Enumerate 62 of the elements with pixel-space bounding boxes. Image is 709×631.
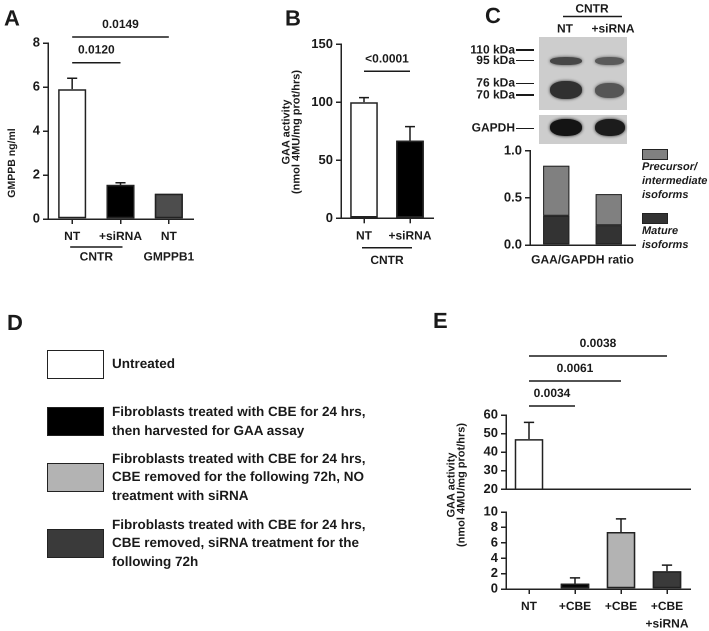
- y-tick-label: 150: [311, 36, 333, 51]
- text: GMPPB1: [143, 249, 194, 264]
- annotation: 0.0120: [78, 42, 116, 57]
- text: 0.0149: [102, 17, 140, 31]
- y-tick-label: 30: [484, 462, 498, 478]
- chart-title: C: [485, 3, 501, 28]
- chart-title: B: [285, 6, 301, 30]
- y-axis-title: GMPPB ng/ml: [6, 128, 18, 198]
- x-tick-label: +CBE: [604, 599, 638, 614]
- text: NT: [557, 21, 574, 36]
- chart-title: A: [4, 6, 20, 30]
- y-tick-label: 60: [484, 406, 498, 422]
- legend-label: Mature isoforms: [642, 224, 690, 252]
- annotation: <0.0001: [365, 51, 410, 66]
- y-tick-label: 20: [484, 480, 498, 496]
- y-tick-label: 8: [32, 34, 40, 50]
- y-tick-label: 8: [490, 518, 498, 534]
- text: GAPDH: [472, 120, 515, 135]
- x-tick-label: +CBE +siRNA: [645, 599, 689, 630]
- x-tick-label: +CBE: [558, 599, 592, 614]
- x-tick-label: +siRNA: [388, 228, 432, 242]
- y-axis-title: GAA activity (nmol 4MU/mg prot/hrs): [280, 70, 303, 194]
- y-tick-label: 0: [490, 580, 498, 596]
- text: +siRNA: [591, 21, 635, 36]
- y-tick-label: 2: [32, 166, 40, 182]
- y-tick-label: 40: [484, 444, 498, 459]
- text: D: [7, 310, 23, 334]
- text: Fibroblasts treated with CBE for 24 hrs, CBE removed, siRNA treatment for the following 72h: [112, 516, 367, 571]
- text: 0.0038: [580, 336, 617, 350]
- y-tick-label: 0.5: [504, 189, 522, 204]
- y-tick-label: 100: [311, 94, 333, 109]
- text: 0.0034: [534, 386, 571, 400]
- x-tick-label: +siRNA: [98, 229, 142, 244]
- text: Fibroblasts treated with CBE for 24 hrs, CBE removed for the following 72h, NO treatment with siRNA: [112, 450, 367, 505]
- y-tick-label: 50: [484, 425, 498, 440]
- text: 0.0061: [556, 361, 594, 375]
- text: 76 kDa: [476, 76, 516, 90]
- y-axis-title: GAA activity (nmol 4MU/mg prot/hrs): [446, 422, 468, 548]
- y-tick-label: 6: [32, 78, 40, 94]
- x-axis-title: GAA/GAPDH ratio: [531, 252, 634, 266]
- text: CNTR: [80, 249, 114, 264]
- legend-label: Precursor/ intermediate isoforms: [642, 160, 708, 202]
- text: 70 kDa: [476, 87, 516, 102]
- y-tick-label: 4: [490, 550, 499, 565]
- y-tick-label: 1.0: [504, 142, 522, 158]
- y-tick-label: 6: [490, 534, 498, 550]
- y-tick-label: 0: [32, 210, 40, 226]
- y-tick-label: 0.0: [504, 236, 522, 252]
- x-tick-label: NT: [64, 229, 81, 244]
- y-tick-label: 0: [326, 210, 333, 225]
- y-tick-label: 4: [32, 122, 41, 138]
- text: CNTR: [575, 1, 609, 16]
- y-tick-label: 10: [484, 504, 498, 519]
- x-tick-label: NT: [356, 228, 373, 242]
- x-tick-label: NT: [160, 229, 178, 244]
- text: Untreated: [112, 355, 176, 374]
- y-tick-label: 2: [490, 565, 498, 580]
- text: CNTR: [370, 253, 404, 268]
- chart-title: E: [433, 308, 448, 333]
- text: Fibroblasts treated with CBE for 24 hrs, then harvested for GAA assay: [112, 403, 367, 440]
- y-tick-label: 50: [318, 152, 333, 167]
- x-tick-label: NT: [521, 599, 538, 614]
